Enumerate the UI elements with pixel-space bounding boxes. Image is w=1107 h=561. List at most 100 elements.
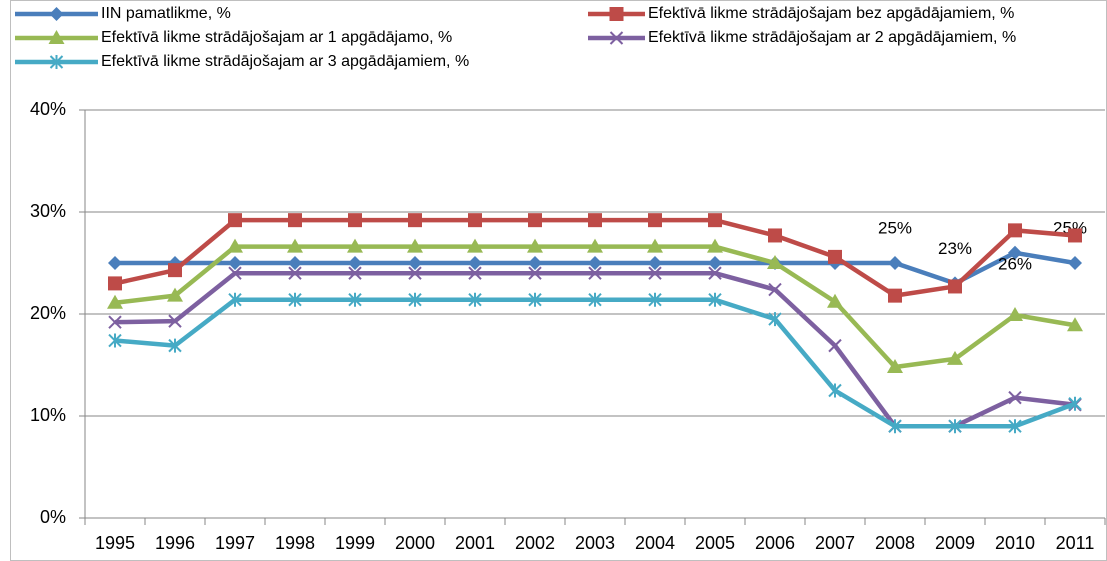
marker — [227, 238, 243, 253]
marker — [348, 292, 362, 307]
marker — [468, 266, 482, 280]
marker — [468, 256, 482, 270]
marker — [348, 213, 362, 228]
legend-entry: Efektīvā likme strādājošajam ar 1 apgādā… — [15, 29, 452, 46]
series — [107, 238, 1083, 374]
legend-entry: Efektīvā likme strādājošajam ar 2 apgādā… — [588, 29, 1016, 46]
x-tick-label: 2001 — [455, 533, 495, 553]
marker — [168, 263, 182, 278]
marker — [708, 213, 722, 228]
data-label: 26% — [998, 254, 1032, 273]
marker — [288, 256, 302, 270]
marker — [768, 282, 782, 297]
marker — [609, 31, 624, 45]
marker — [528, 292, 542, 307]
marker — [648, 266, 662, 280]
x-tick-label: 1995 — [95, 533, 135, 553]
x-tick-label: 2003 — [575, 533, 615, 553]
marker — [347, 238, 363, 253]
marker — [887, 359, 903, 374]
marker — [768, 312, 782, 327]
marker — [48, 30, 65, 44]
marker — [648, 256, 662, 270]
x-tick-label: 2006 — [755, 533, 795, 553]
y-tick-label: 0% — [40, 507, 66, 527]
marker — [1067, 317, 1083, 332]
marker — [828, 249, 842, 264]
marker — [828, 338, 842, 353]
x-tick-label: 2000 — [395, 533, 435, 553]
marker — [948, 419, 962, 434]
marker — [648, 292, 662, 307]
marker — [708, 256, 722, 270]
marker — [588, 266, 602, 280]
marker — [1068, 256, 1082, 270]
marker — [467, 238, 483, 253]
marker — [288, 266, 302, 280]
marker — [108, 276, 122, 291]
marker — [228, 213, 242, 228]
marker — [588, 292, 602, 307]
series — [108, 266, 1082, 433]
x-tick-label: 2007 — [815, 533, 855, 553]
x-tick-label: 2004 — [635, 533, 675, 553]
marker — [588, 256, 602, 270]
marker — [408, 266, 422, 280]
marker — [49, 55, 64, 69]
marker — [948, 279, 962, 294]
marker — [1008, 390, 1022, 405]
marker — [228, 256, 242, 270]
marker — [168, 314, 182, 328]
marker — [609, 7, 624, 21]
marker — [288, 292, 302, 307]
marker — [707, 238, 723, 253]
x-tick-label: 1999 — [335, 533, 375, 553]
series — [108, 292, 1082, 434]
x-tick-label: 2005 — [695, 533, 735, 553]
legend-entry: Efektīvā likme strādājošajam ar 3 apgādā… — [15, 53, 469, 70]
legend-label: Efektīvā likme strādājošajam ar 2 apgādā… — [648, 29, 1016, 46]
marker — [287, 238, 303, 253]
marker — [647, 238, 663, 253]
marker — [648, 213, 662, 228]
marker — [408, 256, 422, 270]
x-tick-label: 2009 — [935, 533, 975, 553]
marker — [708, 292, 722, 307]
marker — [528, 266, 542, 280]
legend-label: Efektīvā likme strādājošajam ar 1 apgādā… — [101, 29, 452, 46]
marker — [827, 293, 843, 308]
series — [108, 213, 1082, 303]
data-label: 25% — [878, 218, 912, 237]
marker — [107, 294, 123, 309]
marker — [768, 228, 782, 243]
y-tick-label: 30% — [30, 201, 66, 221]
marker — [528, 256, 542, 270]
legend-label: Efektīvā likme strādājošajam bez apgādāj… — [648, 5, 1014, 22]
y-tick-label: 40% — [30, 99, 66, 119]
marker — [1068, 228, 1082, 243]
marker — [888, 419, 902, 434]
y-tick-label: 10% — [30, 405, 66, 425]
marker — [167, 287, 183, 302]
x-tick-label: 2010 — [995, 533, 1035, 553]
marker — [408, 292, 422, 307]
marker — [408, 213, 422, 228]
marker — [108, 256, 122, 270]
x-tick-label: 2011 — [1056, 533, 1095, 553]
marker — [708, 266, 722, 280]
legend-entry: IIN pamatlikme, % — [15, 5, 231, 22]
data-label: 23% — [938, 239, 972, 258]
marker — [528, 213, 542, 228]
x-tick-label: 2002 — [515, 533, 555, 553]
marker — [407, 238, 423, 253]
x-tick-label: 1997 — [215, 533, 255, 553]
x-tick-label: 1998 — [275, 533, 315, 553]
marker — [888, 256, 902, 270]
legend-entry: Efektīvā likme strādājošajam bez apgādāj… — [588, 5, 1014, 22]
marker — [1068, 396, 1082, 411]
marker — [767, 255, 783, 269]
marker — [1008, 223, 1022, 238]
marker — [168, 338, 182, 353]
